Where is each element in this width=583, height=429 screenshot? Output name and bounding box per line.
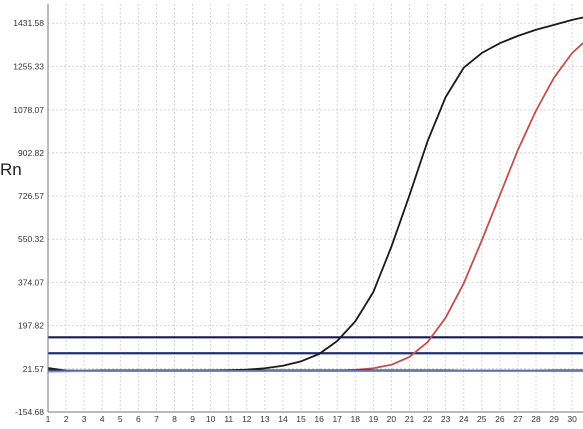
x-tick-label: 27 (513, 414, 523, 424)
y-tick-label: 1431.58 (13, 18, 44, 28)
y-tick-label: 197.82 (18, 321, 44, 331)
y-tick-label: 21.57 (23, 364, 45, 374)
grid (48, 4, 583, 412)
y-tick-label: 374.07 (18, 277, 44, 287)
x-tick-label: 30 (567, 414, 577, 424)
x-tick-label: 16 (314, 414, 324, 424)
x-tick-label: 2 (64, 414, 69, 424)
x-tick-label: 20 (387, 414, 397, 424)
x-tick-label: 13 (260, 414, 270, 424)
x-tick-label: 23 (441, 414, 451, 424)
x-tick-label: 4 (100, 414, 105, 424)
x-tick-label: 21 (405, 414, 415, 424)
x-tick-label: 24 (459, 414, 469, 424)
y-tick-label: -154.68 (15, 407, 44, 417)
y-tick-label: 726.57 (18, 191, 44, 201)
x-tick-label: 5 (118, 414, 123, 424)
x-tick-label: 7 (154, 414, 159, 424)
y-tick-label: 550.32 (18, 234, 44, 244)
x-tick-label: 9 (190, 414, 195, 424)
y-axis-label: Rn (0, 160, 22, 179)
y-tick-label: 1078.07 (13, 105, 44, 115)
x-tick-label: 25 (477, 414, 487, 424)
x-tick-label: 28 (531, 414, 541, 424)
x-tick-label: 8 (172, 414, 177, 424)
x-tick-label: 3 (82, 414, 87, 424)
x-tick-label: 11 (224, 414, 233, 424)
plot-area (48, 4, 583, 412)
x-tick-label: 14 (278, 414, 288, 424)
x-tick-label: 1 (46, 414, 51, 424)
x-tick-label: 6 (136, 414, 141, 424)
x-tick-label: 22 (423, 414, 433, 424)
x-tick-label: 19 (369, 414, 379, 424)
y-tick-label: 1255.33 (13, 61, 44, 71)
x-tick-label: 12 (242, 414, 252, 424)
x-tick-label: 26 (495, 414, 505, 424)
x-tick-label: 18 (351, 414, 361, 424)
x-tick-label: 29 (549, 414, 559, 424)
y-tick-label: 902.82 (18, 148, 44, 158)
x-tick-label: 15 (296, 414, 306, 424)
x-tick-label: 17 (332, 414, 342, 424)
x-tick-label: 10 (206, 414, 216, 424)
